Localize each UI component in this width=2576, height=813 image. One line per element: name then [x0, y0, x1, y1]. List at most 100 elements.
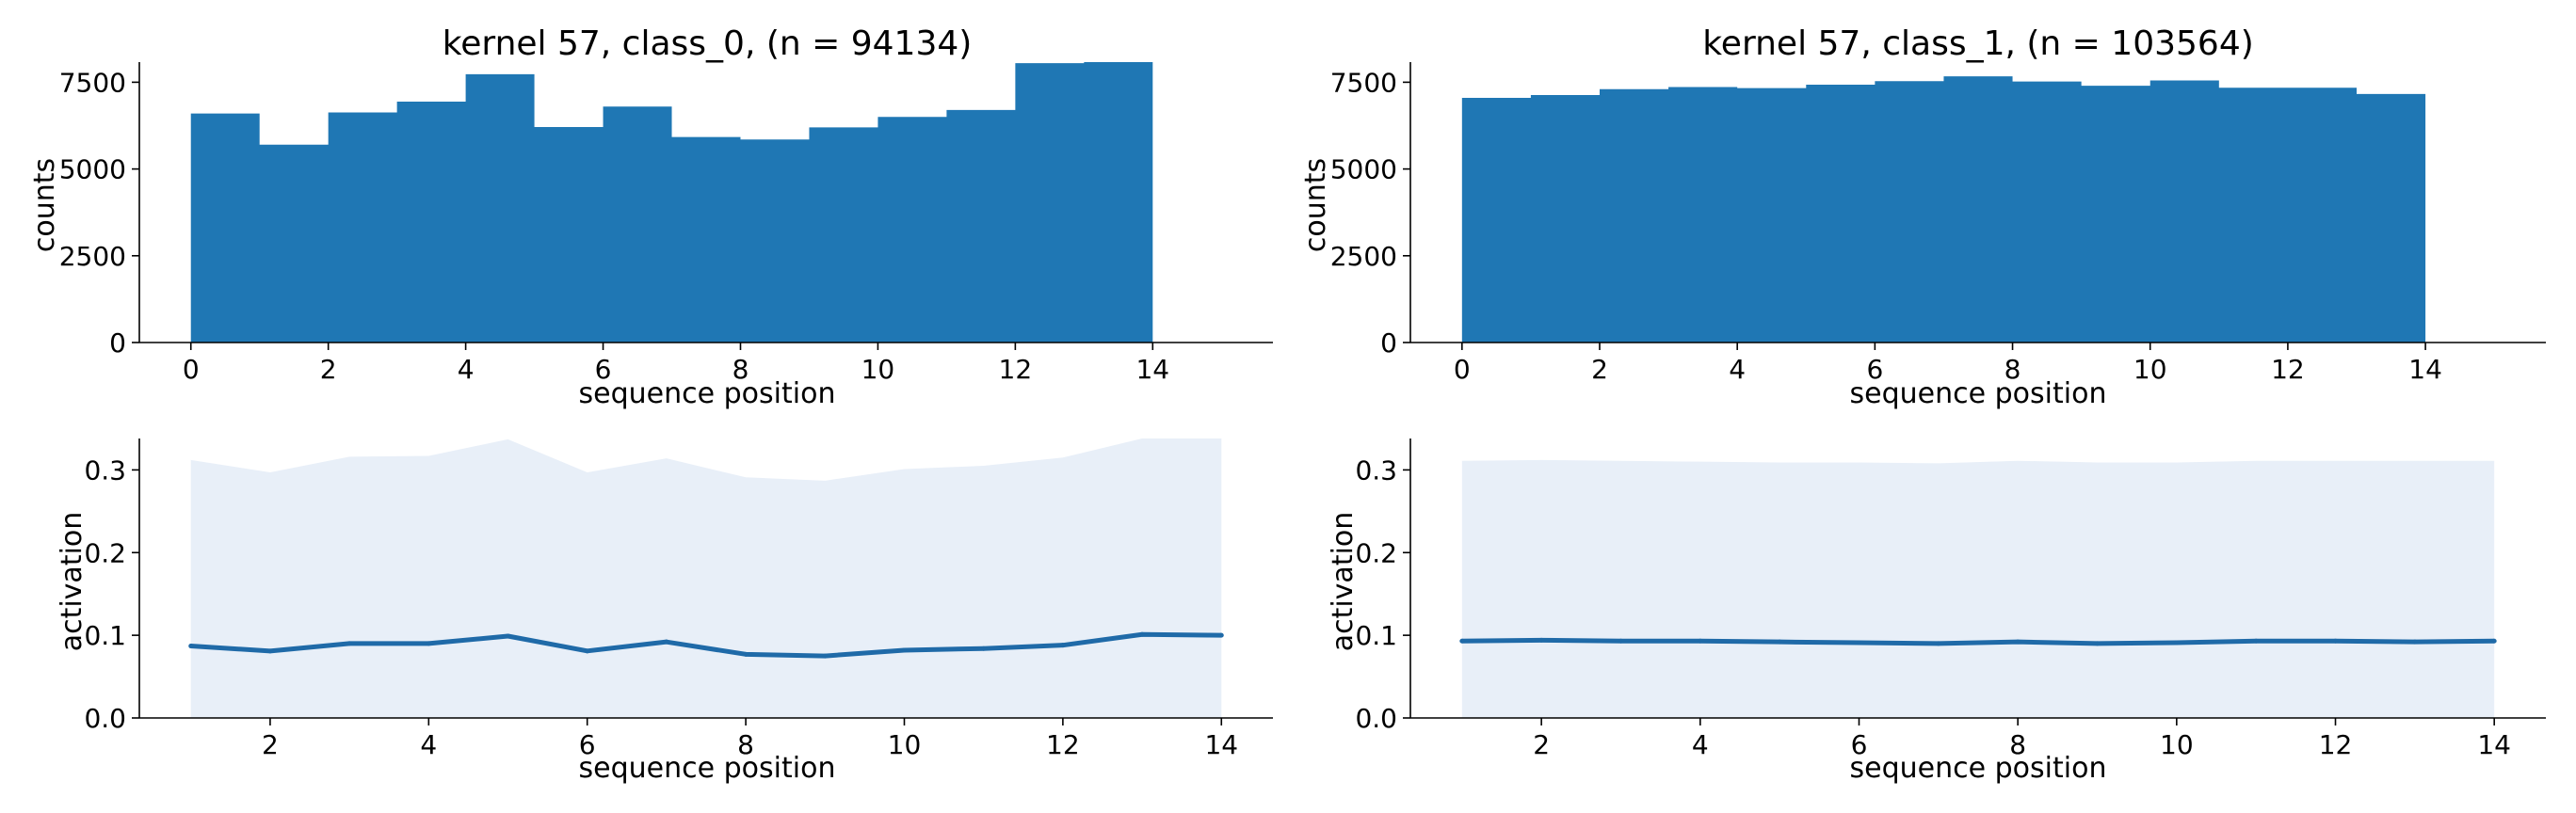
y-axis-label: activation	[1327, 512, 1360, 652]
x-ticks: 2 4 6 8 10 12 14	[1533, 718, 2511, 760]
x-axis-label: sequence position	[1850, 377, 2107, 410]
y-axis-label: activation	[56, 512, 89, 652]
histogram-bar	[1015, 63, 1084, 343]
histogram-bars	[1461, 76, 2426, 343]
line-point	[743, 651, 749, 657]
histogram-bar	[2082, 86, 2150, 343]
y-tick-label: 2500	[59, 241, 126, 272]
x-tick-label: 2	[262, 729, 279, 760]
y-tick-label: 7500	[1330, 67, 1397, 98]
y-tick-label: 2500	[1330, 241, 1397, 272]
line-point	[1936, 641, 1941, 646]
x-tick-label: 8	[2004, 354, 2021, 385]
histogram-bar	[1943, 76, 2012, 343]
line-point	[664, 639, 669, 645]
x-ticks: 2 4 6 8 10 12 14	[262, 718, 1238, 760]
x-axis-label: sequence position	[579, 377, 836, 410]
line-point	[188, 644, 194, 649]
x-tick-label: 2	[1533, 729, 1550, 760]
x-tick-label: 2	[320, 354, 337, 385]
x-tick-label: 14	[1204, 729, 1238, 760]
panel-top-left: 0 2 4 6 8 10 12 14 0 2500 5000 7500 kernel 57, cla…	[28, 24, 1273, 410]
x-tick-label: 14	[1135, 354, 1169, 385]
x-tick-label: 12	[2319, 729, 2353, 760]
line-point	[1139, 631, 1145, 637]
histogram-bar	[809, 127, 877, 343]
line-point	[1618, 638, 1623, 644]
histogram-bars	[190, 62, 1153, 343]
line-point	[822, 653, 828, 659]
x-tick-label: 6	[595, 354, 612, 385]
histogram-bar	[1600, 89, 1668, 343]
x-tick-label: 10	[2160, 729, 2194, 760]
x-tick-label: 10	[2133, 354, 2167, 385]
y-tick-label: 0.1	[1355, 620, 1397, 651]
x-tick-label: 14	[2477, 729, 2511, 760]
histogram-bar	[2219, 88, 2288, 343]
panel-top-right: 0 2 4 6 8 10 12 14 0 2500 5000 7500 kernel 57, cla…	[1299, 24, 2546, 410]
line-point	[2174, 640, 2180, 646]
line-point	[1698, 638, 1703, 644]
histogram-bar	[604, 106, 672, 343]
y-tick-label: 5000	[1330, 154, 1397, 185]
x-tick-label: 10	[888, 729, 922, 760]
histogram-bar	[1462, 98, 1531, 343]
line-point	[2412, 639, 2418, 645]
y-tick-label: 0.3	[1355, 454, 1397, 486]
line-point	[2491, 638, 2497, 644]
y-tick-label: 0.2	[1355, 537, 1397, 568]
histogram-bar	[2288, 88, 2357, 343]
x-tick-label: 0	[183, 354, 200, 385]
histogram-bar	[2013, 82, 2082, 343]
y-tick-label: 0.2	[84, 537, 126, 568]
line-point	[267, 648, 273, 654]
y-tick-label: 0	[109, 327, 126, 359]
histogram-bar	[877, 117, 946, 343]
histogram-bar	[740, 139, 809, 343]
histogram-bar	[535, 127, 604, 343]
y-axis-label: counts	[28, 158, 61, 252]
line-point	[426, 641, 431, 646]
histogram-bar	[397, 102, 466, 343]
y-ticks: 0 2500 5000 7500	[59, 67, 139, 359]
histogram-bar	[1806, 85, 1875, 343]
line-point	[2333, 638, 2339, 644]
y-ticks: 0 2500 5000 7500	[1330, 67, 1410, 359]
line-point	[346, 641, 352, 646]
x-tick-label: 2	[1591, 354, 1608, 385]
y-tick-label: 0.1	[84, 620, 126, 651]
line-point	[1218, 632, 1224, 638]
line-point	[506, 633, 511, 639]
panel-bottom-right: 2 4 6 8 10 12 14 0.0 0.1 0.2 0.3 sequence positio…	[1327, 438, 2546, 785]
line-point	[1856, 640, 1861, 646]
x-axis-label: sequence position	[1850, 752, 2107, 785]
line-point	[2253, 638, 2259, 644]
histogram-bar	[1737, 88, 1806, 343]
x-tick-label: 4	[458, 354, 475, 385]
line-point	[1777, 639, 1782, 645]
mean-activation-line	[190, 631, 1222, 659]
histogram-bar	[191, 114, 260, 343]
x-tick-label: 8	[733, 354, 749, 385]
histogram-bar	[1531, 95, 1600, 343]
line-point	[1459, 638, 1465, 644]
x-tick-label: 4	[420, 729, 437, 760]
panel-bottom-left: 2 4 6 8 10 12 14 0.0 0.1 0.2 0.3 sequence positio…	[56, 438, 1273, 785]
chart-title: kernel 57, class_0, (n = 94134)	[443, 24, 973, 63]
x-tick-label: 0	[1454, 354, 1471, 385]
histogram-bar	[672, 137, 741, 343]
line-point	[585, 648, 590, 654]
y-ticks: 0.0 0.1 0.2 0.3	[84, 454, 139, 734]
histogram-bar	[466, 74, 535, 343]
activation-range-band	[190, 438, 1222, 718]
x-ticks: 0 2 4 6 8 10 12 14	[183, 343, 1169, 385]
x-tick-label: 4	[1729, 354, 1746, 385]
x-tick-label: 6	[1851, 729, 1868, 760]
line-point	[981, 646, 987, 651]
x-tick-label: 10	[861, 354, 895, 385]
x-axis-label: sequence position	[579, 752, 836, 785]
activation-plot	[188, 438, 1224, 718]
histogram-bar	[329, 112, 397, 343]
histogram-area	[1461, 76, 2426, 343]
